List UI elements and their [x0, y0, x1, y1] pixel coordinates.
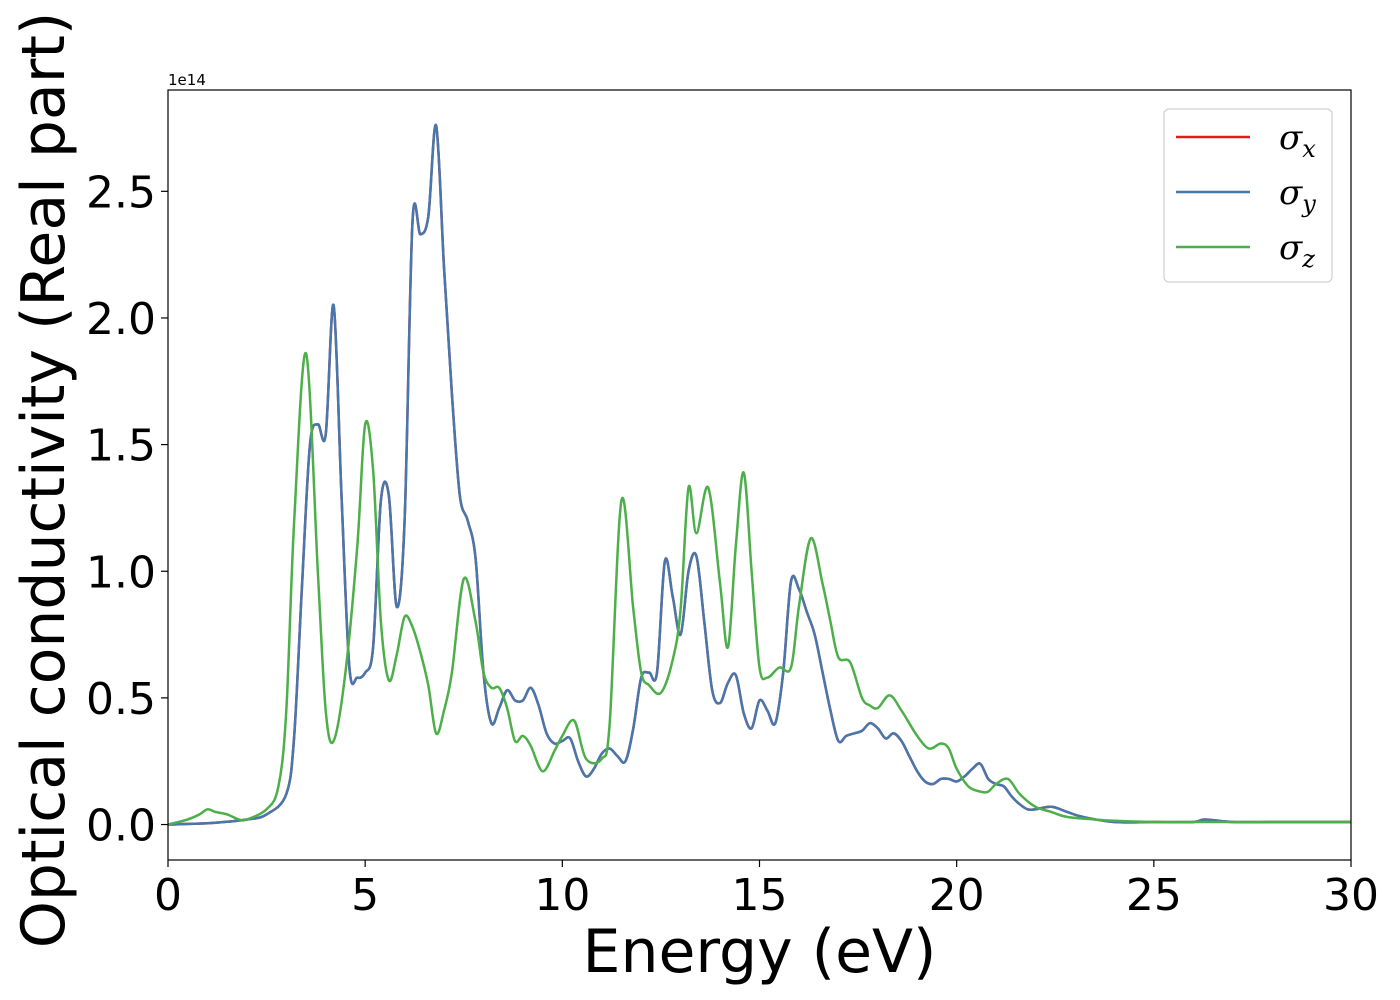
x-tick-label: 25	[1126, 870, 1182, 921]
y-tick-label: 2.0	[86, 294, 156, 345]
y-axis: 0.0 0.5 1.0 1.5 2.0 2.5	[86, 167, 168, 852]
y-tick-label: 1.5	[86, 421, 156, 472]
x-tick-label: 0	[154, 870, 182, 921]
x-axis: 0 5 10 15 20 25 30	[154, 860, 1379, 921]
x-tick-label: 10	[534, 870, 590, 921]
x-axis-title: Energy (eV)	[583, 917, 937, 987]
x-tick-label: 5	[351, 870, 379, 921]
x-tick-label: 20	[929, 870, 985, 921]
y-tick-label: 2.5	[86, 167, 156, 218]
y-axis-offset-label: 1e14	[168, 71, 206, 89]
series-line-z	[168, 352, 1351, 826]
series-lines	[168, 124, 1351, 826]
legend-box	[1163, 108, 1333, 283]
y-axis-title: Optical conductivity (Real part)	[9, 12, 79, 949]
x-tick-label: 15	[732, 870, 788, 921]
y-tick-label: 0.5	[86, 674, 156, 725]
series-line-y	[168, 124, 1351, 826]
y-tick-label: 0.0	[86, 801, 156, 852]
y-tick-label: 1.0	[86, 547, 156, 598]
x-tick-label: 30	[1323, 870, 1379, 921]
